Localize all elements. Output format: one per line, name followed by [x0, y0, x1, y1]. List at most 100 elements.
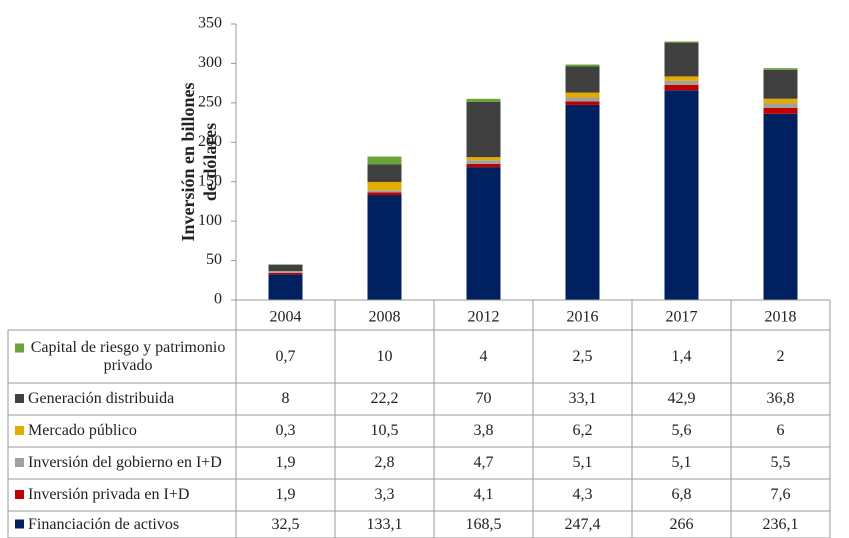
- table-value: 6: [776, 422, 785, 439]
- bar-segment: [763, 98, 798, 104]
- y-tick-label: 250: [198, 94, 222, 111]
- table-value: 236,1: [762, 515, 799, 533]
- bar-segment: [763, 107, 798, 114]
- x-tick-label: 2016: [567, 309, 599, 326]
- y-tick-label: 350: [198, 15, 222, 32]
- table-value: 2: [776, 347, 785, 365]
- x-tick-label: 2017: [666, 309, 698, 326]
- table-value: 10,5: [370, 422, 399, 439]
- legend-label: Capital de riesgo y patrimonio privado: [30, 338, 226, 374]
- y-tick-label: 200: [198, 133, 222, 150]
- x-tick-label: 2018: [765, 309, 797, 326]
- table-value: 3,8: [473, 422, 494, 439]
- table-value: 1,4: [671, 347, 692, 365]
- bar-segment: [763, 68, 798, 70]
- bar-segment: [466, 101, 501, 158]
- bar-segment: [367, 195, 402, 300]
- bar-segment: [664, 84, 699, 91]
- table-value: 8: [281, 390, 290, 407]
- y-tick-label: 50: [206, 251, 222, 268]
- bar-segment: [367, 156, 402, 165]
- table-value: 6,2: [572, 422, 593, 439]
- bar-segment: [565, 101, 600, 105]
- table-value: 2,8: [374, 454, 395, 471]
- table-value: 70: [475, 390, 492, 407]
- table-value: 133,1: [366, 515, 403, 533]
- table-value: 4,7: [473, 454, 494, 471]
- bar-segment: [268, 264, 303, 265]
- table-value: 0,7: [275, 347, 296, 365]
- table-value: 4: [479, 347, 488, 365]
- table-value: 1,9: [275, 454, 296, 471]
- table-value: 22,2: [370, 390, 399, 407]
- bar-segment: [466, 98, 501, 102]
- legend-swatch: [15, 426, 24, 435]
- bar-segment: [565, 64, 600, 67]
- bar-segment: [466, 160, 501, 164]
- bar-segment: [367, 181, 402, 191]
- bar-segment: [565, 92, 600, 98]
- bar-segment: [268, 274, 303, 300]
- legend-swatch: [15, 343, 24, 353]
- bar-segment: [664, 90, 699, 301]
- bar-segment: [466, 167, 501, 300]
- table-value: 7,6: [770, 486, 791, 503]
- bar-segment: [763, 69, 798, 99]
- bar-segment: [565, 97, 600, 102]
- legend-label: Financiación de activos: [28, 515, 180, 533]
- table-value: 4,1: [473, 486, 494, 503]
- legend-label: Inversión privada en I+D: [28, 486, 190, 503]
- legend-swatch: [15, 490, 24, 499]
- table-value: 4,3: [572, 486, 593, 503]
- bar-segment: [466, 157, 501, 161]
- table-value: 5,6: [671, 422, 692, 439]
- bar-segment: [664, 41, 699, 43]
- legend-label: Inversión del gobierno en I+D: [28, 454, 222, 471]
- table-value: 5,1: [671, 454, 692, 471]
- bar-segment: [664, 76, 699, 81]
- table-value: 0,3: [275, 422, 296, 439]
- bar-segment: [367, 164, 402, 182]
- table-value: 3,3: [374, 486, 395, 503]
- table-value: 266: [669, 515, 694, 533]
- x-tick-label: 2004: [270, 309, 302, 326]
- bar-segment: [565, 66, 600, 93]
- bar-segment: [763, 103, 798, 108]
- bar-segment: [367, 192, 402, 196]
- bar-segment: [763, 113, 798, 300]
- legend-swatch: [15, 519, 24, 529]
- y-axis-title: de dólares: [200, 123, 220, 201]
- x-tick-label: 2012: [468, 309, 500, 326]
- x-tick-label: 2008: [369, 309, 401, 326]
- table-value: 5,1: [572, 454, 593, 471]
- legend-swatch: [15, 394, 24, 403]
- legend-label: Generación distribuida: [28, 390, 175, 407]
- bar-segment: [367, 190, 402, 193]
- bar-segment: [664, 42, 699, 77]
- y-tick-label: 100: [198, 212, 222, 229]
- y-tick-label: 0: [214, 291, 222, 308]
- y-tick-label: 300: [198, 54, 222, 71]
- table-value: 247,4: [564, 515, 601, 533]
- table-value: 36,8: [766, 390, 795, 407]
- y-tick-label: 150: [198, 172, 222, 189]
- bar-segment: [565, 104, 600, 300]
- bar-segment: [466, 163, 501, 168]
- table-value: 1,9: [275, 486, 296, 503]
- table-value: 10: [376, 347, 393, 365]
- legend-label: Mercado público: [28, 422, 137, 439]
- table-value: 6,8: [671, 486, 692, 503]
- bar-segment: [268, 271, 303, 273]
- bar-segment: [268, 272, 303, 275]
- table-value: 42,9: [667, 390, 696, 407]
- table-value: 168,5: [465, 515, 502, 533]
- y-axis-title: Inversión en billones: [178, 82, 198, 241]
- legend-swatch: [15, 458, 24, 467]
- bar-segment: [664, 80, 699, 85]
- table-value: 2,5: [572, 347, 593, 365]
- table-value: 5,5: [770, 454, 791, 471]
- bar-segment: [268, 264, 303, 272]
- table-value: 32,5: [271, 515, 300, 533]
